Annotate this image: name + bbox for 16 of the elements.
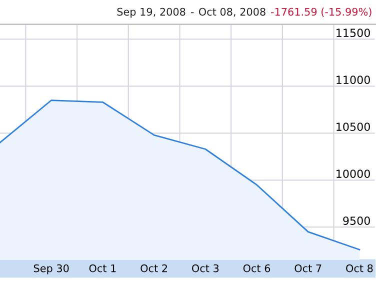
x-tick-label: Oct 3: [192, 264, 219, 272]
x-tick-label: Sep 30: [34, 264, 69, 274]
x-tick-label: Oct 7: [294, 264, 322, 272]
text: Oct 08, 2008: [198, 8, 266, 17]
y-tick-label: 11000: [336, 76, 370, 84]
y-tick-label: 9500: [343, 216, 370, 225]
y-tick-label: 10500: [336, 122, 370, 131]
text: Sep 19, 2008: [117, 8, 186, 18]
x-tick-label: Oct 8: [346, 264, 373, 272]
x-tick-label: Oct 2: [140, 264, 167, 272]
text: -: [190, 12, 194, 14]
y-tick-label: 11500: [336, 28, 370, 38]
y-tick-label: 10000: [336, 170, 370, 178]
text: -1761.59 (-15.99%): [271, 8, 372, 17]
x-tick-label: Oct 1: [89, 264, 116, 272]
x-tick-label: Oct 6: [243, 264, 270, 272]
